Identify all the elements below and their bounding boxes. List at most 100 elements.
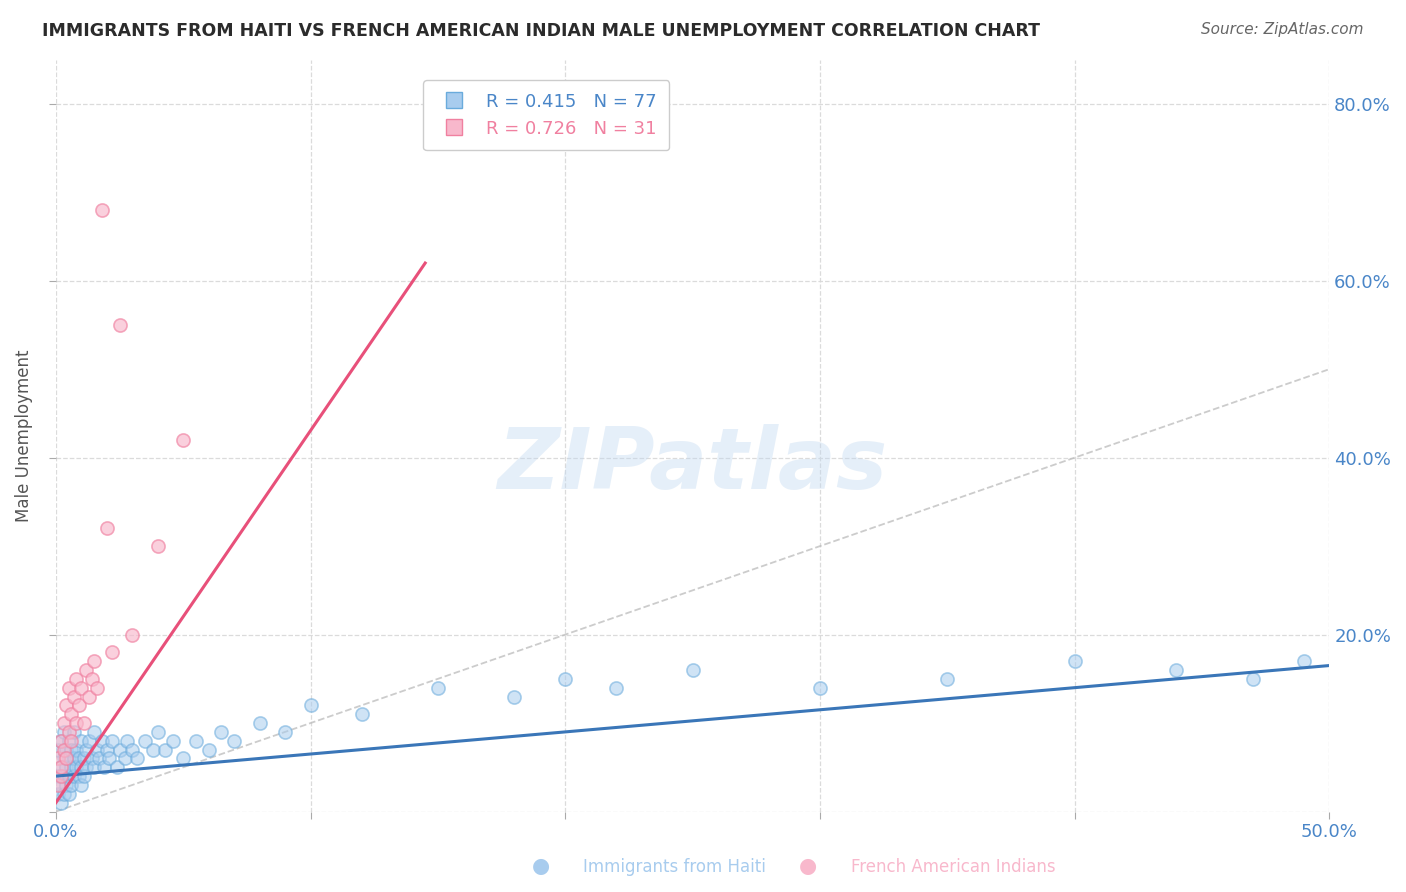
Point — [65, 760, 87, 774]
Point — [49, 760, 72, 774]
Point — [142, 742, 165, 756]
Point — [89, 751, 111, 765]
Point — [55, 742, 77, 756]
Point — [60, 707, 83, 722]
Point — [184, 733, 207, 747]
Point — [55, 698, 77, 713]
Point — [114, 751, 136, 765]
Point — [52, 787, 75, 801]
Legend: R = 0.415   N = 77, R = 0.726   N = 31: R = 0.415 N = 77, R = 0.726 N = 31 — [423, 80, 669, 150]
Point — [55, 751, 77, 765]
Point — [211, 725, 233, 739]
Text: ZIPatlas: ZIPatlas — [498, 424, 887, 508]
Point — [49, 733, 72, 747]
Point — [127, 751, 149, 765]
Text: ●: ● — [533, 856, 550, 876]
Point — [76, 760, 98, 774]
Point — [121, 627, 143, 641]
Point — [224, 733, 246, 747]
Point — [55, 760, 77, 774]
Point — [48, 778, 70, 792]
Point — [52, 742, 75, 756]
Point — [108, 742, 131, 756]
Point — [70, 778, 93, 792]
Point — [60, 742, 83, 756]
Point — [808, 681, 831, 695]
Point — [1292, 654, 1315, 668]
Point — [146, 725, 169, 739]
Point — [52, 751, 75, 765]
Point — [49, 796, 72, 810]
Text: ●: ● — [800, 856, 817, 876]
Point — [49, 760, 72, 774]
Point — [1241, 672, 1264, 686]
Point — [73, 751, 96, 765]
Point — [172, 751, 194, 765]
Point — [70, 760, 93, 774]
Point — [83, 760, 105, 774]
Point — [83, 725, 105, 739]
Point — [52, 716, 75, 731]
Point — [155, 742, 177, 756]
Y-axis label: Male Unemployment: Male Unemployment — [15, 350, 32, 522]
Point — [58, 769, 80, 783]
Point — [108, 318, 131, 332]
Point — [62, 751, 84, 765]
Point — [80, 672, 103, 686]
Point — [299, 698, 322, 713]
Point — [83, 654, 105, 668]
Point — [76, 663, 98, 677]
Text: IMMIGRANTS FROM HAITI VS FRENCH AMERICAN INDIAN MALE UNEMPLOYMENT CORRELATION CH: IMMIGRANTS FROM HAITI VS FRENCH AMERICAN… — [42, 22, 1040, 40]
Text: French American Indians: French American Indians — [851, 858, 1056, 876]
Point — [162, 733, 184, 747]
Point — [48, 751, 70, 765]
Point — [86, 681, 108, 695]
Point — [1166, 663, 1188, 677]
Point — [1063, 654, 1085, 668]
Point — [90, 733, 112, 747]
Point — [249, 716, 271, 731]
Point — [96, 742, 118, 756]
Point — [76, 742, 98, 756]
Point — [48, 769, 70, 783]
Point — [49, 733, 72, 747]
Point — [682, 663, 704, 677]
Point — [80, 751, 103, 765]
Point — [274, 725, 297, 739]
Point — [67, 698, 90, 713]
Point — [52, 769, 75, 783]
Text: Source: ZipAtlas.com: Source: ZipAtlas.com — [1201, 22, 1364, 37]
Point — [48, 787, 70, 801]
Point — [60, 733, 83, 747]
Point — [90, 202, 112, 217]
Point — [49, 769, 72, 783]
Point — [77, 690, 100, 704]
Point — [70, 733, 93, 747]
Point — [121, 742, 143, 756]
Point — [554, 672, 576, 686]
Point — [70, 681, 93, 695]
Point — [172, 433, 194, 447]
Point — [60, 760, 83, 774]
Point — [426, 681, 449, 695]
Point — [605, 681, 627, 695]
Point — [60, 778, 83, 792]
Point — [115, 733, 138, 747]
Point — [96, 521, 118, 535]
Point — [134, 733, 156, 747]
Point — [936, 672, 959, 686]
Point — [58, 725, 80, 739]
Point — [73, 716, 96, 731]
Point — [62, 725, 84, 739]
Point — [350, 707, 373, 722]
Point — [62, 690, 84, 704]
Point — [93, 760, 115, 774]
Point — [62, 769, 84, 783]
Point — [52, 725, 75, 739]
Point — [55, 778, 77, 792]
Point — [86, 742, 108, 756]
Point — [197, 742, 219, 756]
Point — [48, 742, 70, 756]
Point — [101, 645, 124, 659]
Text: Immigrants from Haiti: Immigrants from Haiti — [583, 858, 766, 876]
